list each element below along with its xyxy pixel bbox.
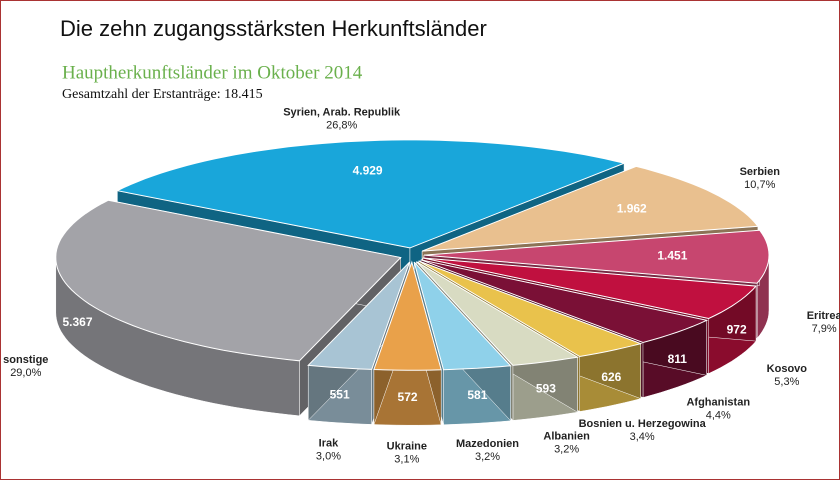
value-label: 972 (727, 323, 747, 337)
slice (416, 261, 579, 366)
value-label: 811 (668, 352, 688, 366)
category-label: sonstige (3, 354, 48, 366)
slice (423, 229, 770, 284)
slice (422, 257, 758, 320)
value-label: 1.451 (657, 249, 687, 263)
chart-subtitle: Hauptherkunftsländer im Oktober 2014 (62, 62, 363, 83)
category-label: Afghanistan (686, 397, 750, 409)
category-label: Bosnien u. Herzegowina (579, 418, 707, 430)
share-label: 3,4% (630, 431, 655, 443)
chart-title: Die zehn zugangsstärksten Herkunftslände… (60, 16, 487, 41)
share-label: 3,1% (394, 453, 419, 465)
chart-note: Gesamtzahl der Erstanträge: 18.415 (62, 87, 263, 102)
slice (413, 261, 512, 371)
slice (420, 259, 709, 344)
slice (115, 139, 626, 249)
category-label: Eritrea (807, 310, 840, 322)
share-label: 3,0% (316, 451, 341, 463)
slice (421, 165, 759, 252)
category-label: Mazedonien (456, 438, 519, 450)
value-label: 626 (601, 370, 621, 384)
share-label: 3,2% (554, 444, 579, 456)
category-label: Ukraine (387, 440, 427, 452)
value-label: 593 (536, 381, 556, 395)
share-label: 10,7% (744, 179, 775, 191)
value-label: 1.962 (617, 202, 647, 216)
share-label: 3,2% (475, 451, 500, 463)
share-label: 26,8% (326, 119, 357, 131)
slice (418, 260, 643, 358)
value-label: 581 (467, 388, 487, 402)
value-label: 551 (330, 387, 350, 401)
share-label: 5,3% (774, 376, 799, 388)
value-label: 5.367 (63, 315, 93, 329)
category-label: Syrien, Arab. Republik (283, 106, 401, 118)
slice (307, 261, 411, 370)
share-label: 4,4% (706, 410, 731, 422)
category-label: Irak (319, 438, 339, 450)
slice (55, 199, 402, 362)
share-label: 29,0% (10, 367, 41, 379)
slice (373, 260, 442, 371)
category-label: Albanien (543, 431, 590, 443)
share-label: 7,9% (812, 323, 837, 335)
category-label: Kosovo (767, 363, 808, 375)
value-label: 572 (398, 390, 418, 404)
category-label: Serbien (740, 166, 781, 178)
value-label: 4.929 (353, 163, 383, 177)
